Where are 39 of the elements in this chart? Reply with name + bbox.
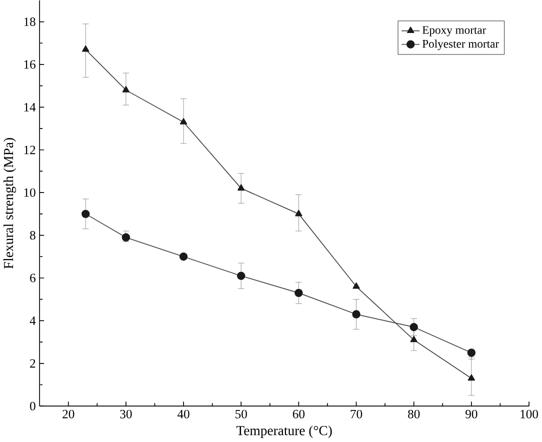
x-tick-label: 100 bbox=[520, 410, 538, 419]
y-tick-label: 10 bbox=[24, 188, 36, 198]
point bbox=[468, 374, 476, 381]
y-tick-label: 0 bbox=[30, 402, 36, 411]
y-tick-label: 8 bbox=[30, 231, 36, 240]
point bbox=[467, 348, 476, 358]
y-tick-label: 18 bbox=[24, 18, 36, 26]
point bbox=[352, 310, 360, 319]
x-tick-label: 90 bbox=[466, 410, 478, 419]
x-tick-label: 20 bbox=[62, 410, 74, 419]
point bbox=[236, 272, 246, 280]
y-tick-label: 16 bbox=[24, 60, 36, 69]
point bbox=[180, 118, 188, 125]
point bbox=[295, 210, 302, 216]
y-axis-title: Flexural strength (MPa) bbox=[4, 138, 16, 269]
legend-label: Polyester mortar bbox=[422, 40, 499, 50]
x-tick-label: 70 bbox=[350, 410, 362, 419]
point bbox=[410, 336, 418, 342]
x-axis-title: Temperature (°C) bbox=[236, 426, 332, 438]
y-tick-label: 12 bbox=[24, 146, 36, 154]
x-tick-label: 50 bbox=[236, 410, 247, 419]
point bbox=[237, 184, 245, 191]
point bbox=[352, 282, 360, 290]
legend-label: Epoxy mortar bbox=[422, 26, 486, 37]
x-tick-label: 60 bbox=[292, 410, 305, 419]
point bbox=[82, 210, 90, 218]
y-tick-label: 2 bbox=[30, 359, 36, 368]
point bbox=[122, 234, 130, 242]
y-tick-label: 6 bbox=[30, 274, 36, 282]
point bbox=[294, 289, 303, 298]
point bbox=[82, 46, 90, 52]
point bbox=[122, 86, 130, 93]
point bbox=[410, 323, 418, 332]
y-tick-label: 4 bbox=[30, 316, 36, 326]
x-tick-label: 40 bbox=[177, 410, 190, 419]
x-tick-label: 80 bbox=[408, 410, 420, 419]
y-tick-label: 14 bbox=[24, 103, 36, 112]
x-tick-label: 30 bbox=[120, 410, 132, 419]
point bbox=[179, 252, 188, 261]
